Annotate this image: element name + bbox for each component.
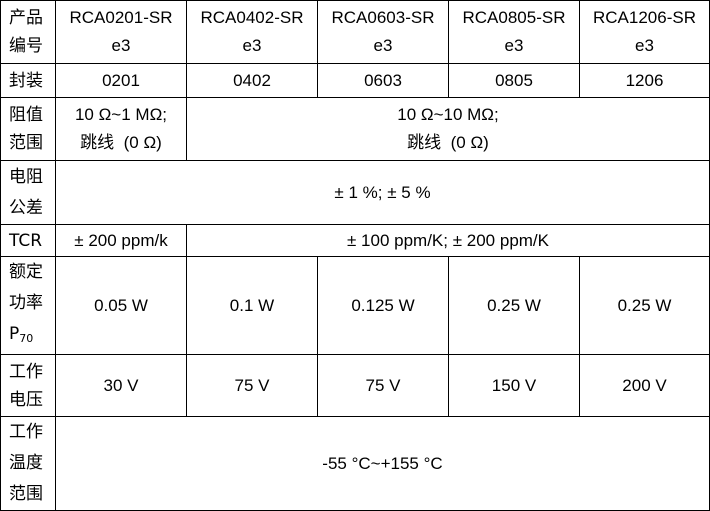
- voltage-label-line-1: 工作: [9, 361, 43, 382]
- jumper-text: 跳线 (0 Ω): [407, 133, 489, 152]
- resistance-range-text: 10 Ω~10 MΩ;: [397, 105, 499, 124]
- package-value: 0805: [448, 63, 580, 98]
- temperature-label-line-1: 工作: [9, 422, 43, 442]
- tolerance-label-line-1: 电阻: [9, 166, 43, 187]
- rated-power-row: 额定 功率 P70 0.05 W 0.1 W 0.125 W 0.25 W 0.…: [0, 256, 710, 355]
- resistance-range-first: 10 Ω~1 MΩ; 跳线 (0 Ω): [55, 97, 187, 161]
- tcr-row: TCR ± 200 ppm/k ± 100 ppm/K; ± 200 ppm/K: [0, 224, 710, 257]
- voltage-value: 30 V: [55, 354, 187, 417]
- jumper-text: 跳线 (0 Ω): [80, 133, 162, 152]
- voltage-value: 150 V: [448, 354, 580, 417]
- model-name: RCA0603-SR: [331, 8, 435, 27]
- tcr-others: ± 100 ppm/K; ± 200 ppm/K: [186, 224, 710, 257]
- rated-power-label-line-2: 功率: [9, 293, 43, 313]
- temperature-row: 工作 温度 范围 -55 °C~+155 °C: [0, 416, 710, 511]
- temperature-label-line-3: 范围: [9, 484, 43, 504]
- header-label-line-2: 编号: [9, 36, 43, 56]
- rated-power-label-line-1: 额定: [9, 262, 43, 282]
- model-name: RCA1206-SR: [593, 8, 696, 27]
- voltage-row: 工作 电压 30 V 75 V 75 V 150 V 200 V: [0, 354, 710, 417]
- rated-power-label: 额定 功率 P70: [0, 256, 56, 355]
- temperature-value: -55 °C~+155 °C: [55, 416, 710, 511]
- tcr-label: TCR: [0, 224, 56, 257]
- resistance-label-line-2: 范围: [9, 133, 43, 153]
- power-subscript: 70: [19, 332, 34, 345]
- package-value: 0603: [317, 63, 449, 98]
- resistance-label-line-1: 阻值: [9, 105, 43, 125]
- model-suffix: e3: [242, 36, 262, 55]
- model-suffix: e3: [504, 36, 524, 55]
- voltage-value: 75 V: [186, 354, 318, 417]
- voltage-label-line-2: 电压: [9, 389, 43, 410]
- tcr-first: ± 200 ppm/k: [55, 224, 187, 257]
- header-label-cell: 产品 编号: [0, 0, 56, 64]
- rated-power-value: 0.05 W: [55, 256, 187, 355]
- model-cell: RCA0603-SR e3: [317, 0, 449, 64]
- rated-power-value: 0.1 W: [186, 256, 318, 355]
- resistance-range-label: 阻值 范围: [0, 97, 56, 161]
- model-name: RCA0805-SR: [462, 8, 566, 27]
- voltage-value: 200 V: [579, 354, 710, 417]
- model-suffix: e3: [373, 36, 393, 55]
- tolerance-row: 电阻 公差 ± 1 %; ± 5 %: [0, 160, 710, 225]
- model-suffix: e3: [111, 36, 131, 55]
- resistance-range-others: 10 Ω~10 MΩ; 跳线 (0 Ω): [186, 97, 710, 161]
- rated-power-value: 0.125 W: [317, 256, 449, 355]
- resistance-range-text: 10 Ω~1 MΩ;: [74, 105, 168, 124]
- voltage-value: 75 V: [317, 354, 449, 417]
- header-row: 产品 编号 RCA0201-SR e3 RCA0402-SR e3 RCA060…: [0, 0, 710, 64]
- header-label-line-1: 产品: [9, 8, 43, 28]
- model-name: RCA0201-SR: [69, 8, 173, 27]
- voltage-label: 工作 电压: [0, 354, 56, 417]
- rated-power-value: 0.25 W: [448, 256, 580, 355]
- temperature-label-line-2: 温度: [9, 453, 43, 473]
- tolerance-value: ± 1 %; ± 5 %: [55, 160, 710, 225]
- model-name: RCA0402-SR: [200, 8, 304, 27]
- model-cell: RCA0201-SR e3: [55, 0, 187, 64]
- package-value: 0402: [186, 63, 318, 98]
- temperature-label: 工作 温度 范围: [0, 416, 56, 511]
- resistance-range-row: 阻值 范围 10 Ω~1 MΩ; 跳线 (0 Ω) 10 Ω~10 MΩ; 跳线…: [0, 97, 710, 161]
- package-value: 0201: [55, 63, 187, 98]
- model-cell: RCA0805-SR e3: [448, 0, 580, 64]
- model-suffix: e3: [635, 36, 654, 55]
- package-value: 1206: [579, 63, 710, 98]
- tolerance-label: 电阻 公差: [0, 160, 56, 225]
- power-symbol: P: [9, 324, 20, 344]
- rated-power-symbol: P70: [9, 319, 55, 354]
- package-label: 封装: [0, 63, 56, 98]
- model-cell: RCA0402-SR e3: [186, 0, 318, 64]
- rated-power-value: 0.25 W: [579, 256, 710, 355]
- package-row: 封装 0201 0402 0603 0805 1206: [0, 63, 710, 98]
- model-cell: RCA1206-SR e3: [579, 0, 710, 64]
- tolerance-label-line-2: 公差: [9, 197, 43, 218]
